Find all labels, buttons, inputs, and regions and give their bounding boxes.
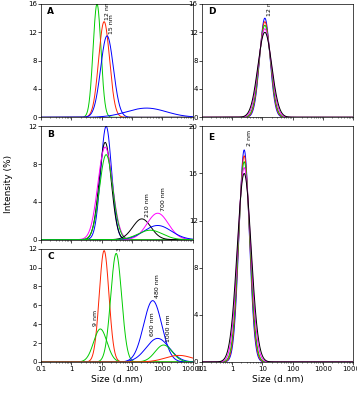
Text: 210 nm: 210 nm: [145, 193, 150, 217]
Text: 15 nm: 15 nm: [109, 14, 114, 34]
Text: B: B: [47, 130, 54, 139]
Text: 30 nm: 30 nm: [117, 230, 122, 250]
Text: 12 nm: 12 nm: [267, 0, 272, 16]
X-axis label: Size (d.nm): Size (d.nm): [252, 375, 303, 384]
Text: 600 nm: 600 nm: [150, 312, 155, 336]
Text: Intensity (%): Intensity (%): [4, 155, 13, 213]
Text: 12 nm: 12 nm: [105, 228, 110, 248]
Text: A: A: [47, 7, 54, 16]
Text: 2 nm: 2 nm: [100, 0, 105, 2]
Text: 2 nm: 2 nm: [247, 130, 252, 146]
Text: E: E: [208, 134, 214, 142]
Text: 480 nm: 480 nm: [155, 274, 160, 298]
X-axis label: Size (d.nm): Size (d.nm): [91, 375, 143, 384]
Text: 9 nm: 9 nm: [93, 310, 98, 326]
Text: D: D: [208, 7, 215, 16]
Text: C: C: [47, 252, 54, 261]
Text: 1000 nm: 1000 nm: [166, 314, 171, 342]
Text: 14 nm: 14 nm: [109, 104, 114, 124]
Text: 700 nm: 700 nm: [161, 188, 166, 211]
Text: 12 nm: 12 nm: [105, 0, 110, 20]
